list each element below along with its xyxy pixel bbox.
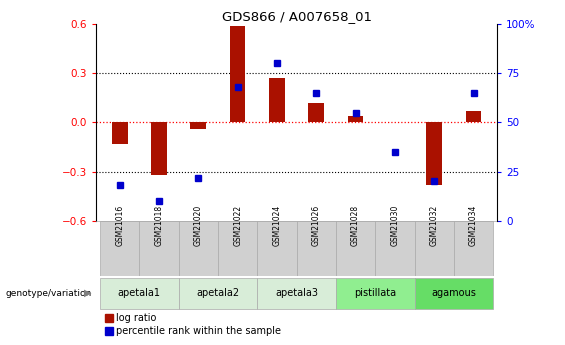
Bar — [336, 221, 375, 276]
Bar — [454, 221, 493, 276]
Bar — [179, 278, 257, 309]
Text: apetala3: apetala3 — [275, 288, 318, 298]
Legend: log ratio, percentile rank within the sample: log ratio, percentile rank within the sa… — [101, 309, 285, 340]
Text: genotype/variation: genotype/variation — [6, 289, 92, 298]
Bar — [218, 221, 257, 276]
Text: GSM21020: GSM21020 — [194, 204, 203, 246]
Title: GDS866 / A007658_01: GDS866 / A007658_01 — [221, 10, 372, 23]
Text: pistillata: pistillata — [354, 288, 396, 298]
Text: apetala1: apetala1 — [118, 288, 161, 298]
Bar — [257, 221, 297, 276]
Text: apetala2: apetala2 — [197, 288, 240, 298]
Bar — [308, 103, 324, 122]
Bar — [190, 122, 206, 129]
Bar — [347, 116, 363, 122]
Bar — [257, 278, 336, 309]
Bar — [336, 278, 415, 309]
Text: GSM21030: GSM21030 — [390, 204, 399, 246]
Text: GSM21032: GSM21032 — [430, 204, 439, 246]
Bar — [466, 111, 481, 122]
Text: GSM21022: GSM21022 — [233, 205, 242, 246]
Text: agamous: agamous — [432, 288, 476, 298]
Text: GSM21034: GSM21034 — [469, 204, 478, 246]
Bar — [112, 122, 128, 144]
Bar — [297, 221, 336, 276]
Bar — [427, 122, 442, 185]
Text: GSM21016: GSM21016 — [115, 204, 124, 246]
Bar — [415, 278, 493, 309]
Bar — [375, 221, 415, 276]
Text: GSM21028: GSM21028 — [351, 205, 360, 246]
Bar — [230, 26, 246, 122]
Text: ▶: ▶ — [84, 288, 92, 298]
Bar — [100, 278, 179, 309]
Text: GSM21018: GSM21018 — [154, 205, 163, 246]
Text: GSM21024: GSM21024 — [272, 204, 281, 246]
Bar — [100, 221, 140, 276]
Bar — [151, 122, 167, 175]
Text: GSM21026: GSM21026 — [312, 204, 321, 246]
Bar — [140, 221, 179, 276]
Bar — [415, 221, 454, 276]
Bar — [269, 78, 285, 122]
Bar — [179, 221, 218, 276]
